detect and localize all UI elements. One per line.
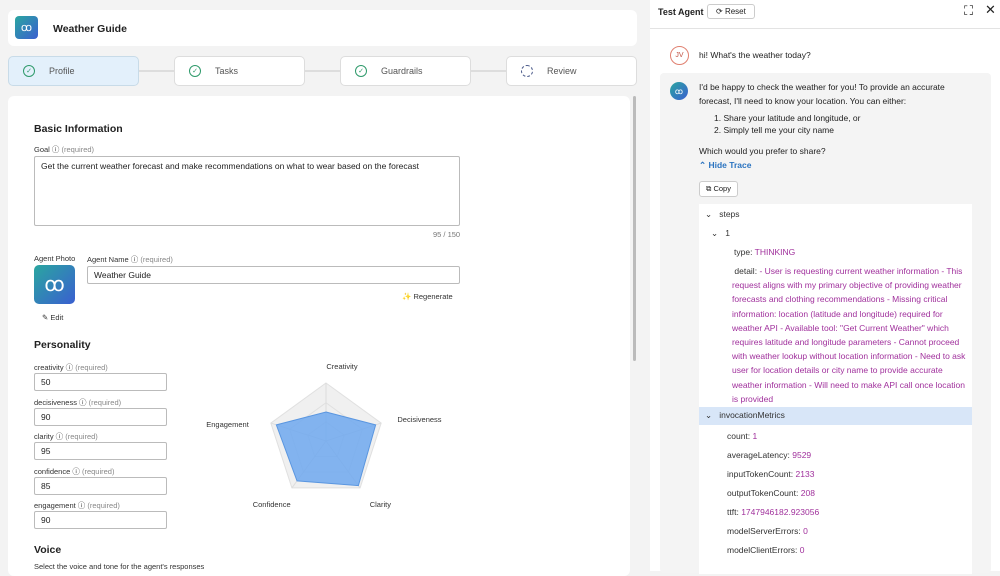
photo-label: Agent Photo [34, 254, 76, 263]
creativity-input[interactable]: 50 [34, 373, 167, 391]
binoculars-icon: ꝏ [15, 16, 38, 39]
expand-icon[interactable]: ⛶ [964, 3, 974, 18]
regenerate-button[interactable]: ✨ Regenerate [402, 292, 453, 301]
divider [650, 28, 1000, 29]
step-label: Profile [49, 66, 75, 76]
radar-series [275, 411, 377, 487]
agent-photo: ꝏ [34, 265, 75, 304]
reset-button[interactable]: ⟳ Reset [707, 4, 755, 19]
metric-row: modelClientErrors: 0 [727, 545, 805, 555]
user-avatar: JV [670, 46, 689, 65]
section-title: Personality [34, 339, 91, 351]
metric-row: averageLatency: 9529 [727, 450, 812, 460]
agent-title: Weather Guide [53, 23, 127, 35]
metric-row: ttft: 1747946182.923056 [727, 507, 820, 517]
step-profile[interactable]: ✓ Profile [8, 56, 139, 86]
radar-axis-label: Confidence [253, 500, 291, 509]
edit-photo-button[interactable]: ✎ Edit [42, 313, 64, 322]
section-title: Basic Information [34, 123, 123, 135]
radar-axis-label: Creativity [326, 362, 358, 371]
clarity-input[interactable]: 95 [34, 442, 167, 460]
option-2: 2. Simply tell me your city name [714, 125, 834, 135]
step-review[interactable]: Review [506, 56, 637, 86]
tree-node-invocation-metrics[interactable]: ⌄ invocationMetrics [699, 407, 972, 425]
voice-subtitle: Select the voice and tone for the agent'… [34, 562, 205, 571]
step-label: Guardrails [381, 66, 423, 76]
check-circle-icon: ✓ [355, 65, 367, 77]
agent-message: ꝏ I'd be happy to check the weather for … [660, 73, 991, 574]
personality-label: clarity ⓘ (required) [34, 432, 98, 441]
goal-char-count: 95 / 150 [433, 230, 461, 239]
goal-label: Goal ⓘ (required) [34, 145, 95, 154]
panel-title: Test Agent [658, 7, 704, 17]
step-label: Review [547, 66, 577, 76]
step-connector [305, 70, 341, 72]
personality-radar-chart: Creativity Decisiveness Clarity Confidence E… [206, 362, 442, 509]
user-message: hi! What's the weather today? [699, 50, 811, 60]
confidence-input[interactable]: 85 [34, 476, 167, 495]
radar-axis-label: Engagement [206, 420, 249, 429]
metric-row: modelServerErrors: 0 [727, 526, 808, 536]
radar-axis-label: Clarity [370, 500, 392, 509]
step-connector [471, 70, 507, 72]
check-circle-icon: ✓ [23, 65, 35, 77]
decisiveness-input[interactable]: 90 [34, 407, 167, 426]
personality-label: decisiveness ⓘ (required) [34, 397, 122, 407]
hide-trace-link[interactable]: ⌃ Hide Trace [699, 160, 752, 170]
goal-input[interactable]: Get the current weather forecast and mak… [34, 156, 460, 226]
test-agent-panel: Test Agent ⟳ Reset ⛶ ✕ JV hi! What's the… [650, 0, 1000, 574]
step-tasks[interactable]: ✓ Tasks [174, 56, 305, 86]
close-icon[interactable]: ✕ [985, 2, 996, 17]
agent-intro: I'd be happy to check the weather for yo… [699, 82, 945, 106]
metric-row: count: 1 [727, 431, 758, 441]
personality-label: creativity ⓘ (required) [34, 363, 108, 372]
pending-circle-icon [521, 65, 533, 77]
trace-type: type: THINKING [734, 247, 796, 257]
scrollbar[interactable] [633, 96, 636, 361]
profile-form: Basic Information Goal ⓘ (required) Get … [8, 96, 636, 576]
option-1: 1. Share your latitude and longitude, or [714, 113, 861, 123]
tree-node-steps[interactable]: ⌄ steps [705, 209, 740, 219]
agent-name-input[interactable]: Weather Guide [87, 266, 460, 284]
step-label: Tasks [215, 66, 239, 76]
step-guardrails[interactable]: ✓ Guardrails [340, 56, 471, 86]
header: ꝏ Weather Guide [8, 10, 637, 46]
agent-question: Which would you prefer to share? [699, 146, 826, 156]
agent-avatar: ꝏ [670, 82, 688, 100]
step-connector [139, 70, 175, 72]
name-label: Agent Name ⓘ (required) [87, 255, 173, 264]
trace-detail: detail: - User is requesting current wea… [732, 266, 966, 404]
tree-node-1[interactable]: ⌄ 1 [711, 228, 730, 238]
metric-row: outputTokenCount: 208 [727, 488, 815, 498]
section-title: Voice [34, 544, 62, 556]
personality-label: confidence ⓘ (required) [34, 466, 115, 476]
check-circle-icon: ✓ [189, 65, 201, 77]
trace-tree: ⌄ steps ⌄ 1 type: THINKING detail: - Use… [699, 204, 972, 574]
metric-row: inputTokenCount: 2133 [727, 469, 815, 479]
personality-label: engagement ⓘ (required) [34, 501, 120, 510]
copy-button[interactable]: ⧉ Copy [699, 181, 738, 197]
radar-axis-label: Decisiveness [397, 415, 441, 424]
engagement-input[interactable]: 90 [34, 511, 167, 529]
